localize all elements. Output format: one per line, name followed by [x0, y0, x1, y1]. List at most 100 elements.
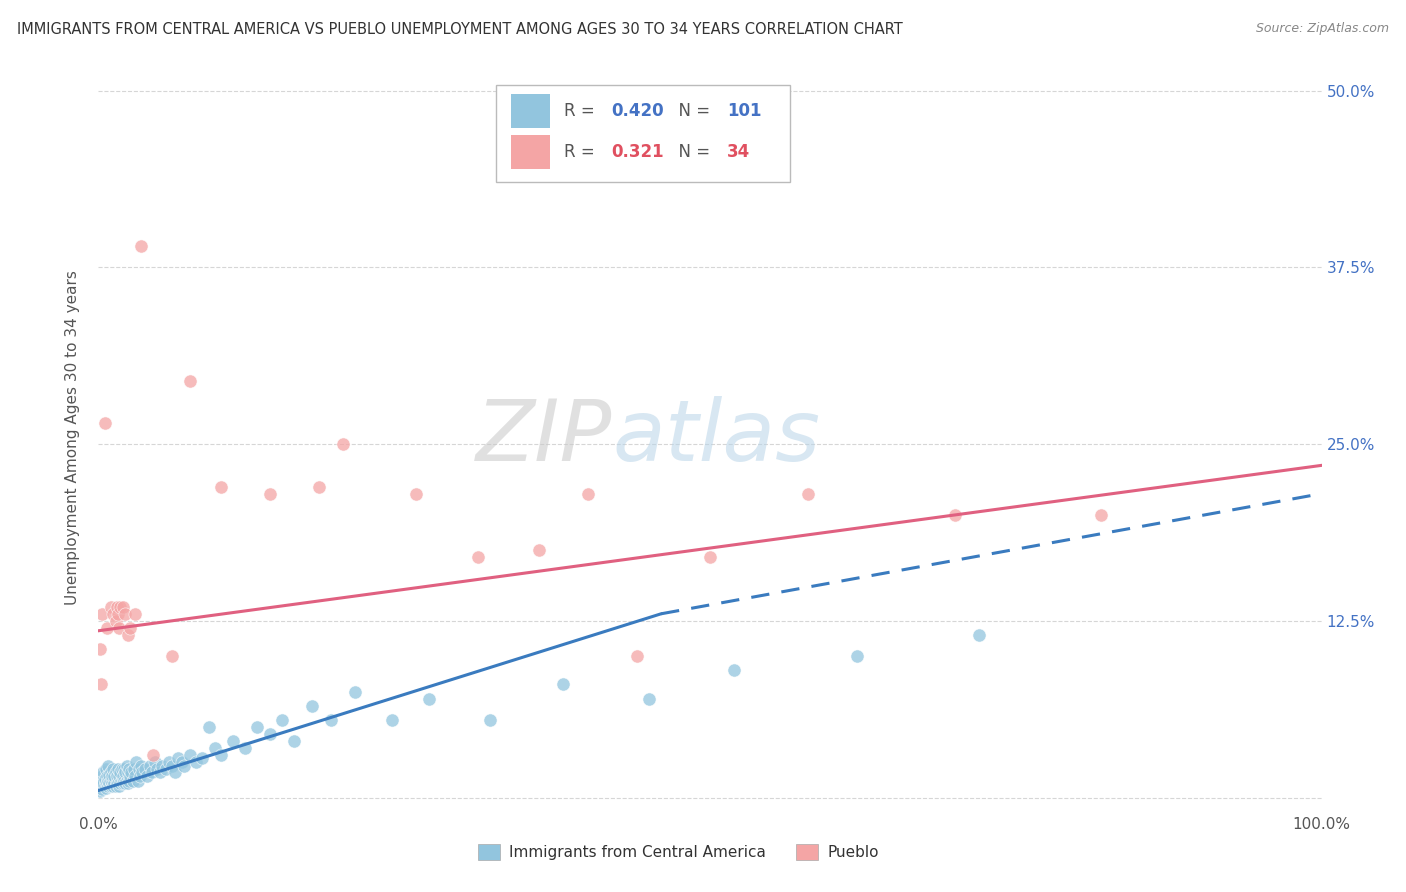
- Point: [259, 486, 281, 500]
- Point: [93, 772, 115, 787]
- Point: [173, 759, 195, 773]
- Point: [93, 779, 115, 793]
- Text: N =: N =: [668, 144, 716, 161]
- Point: [723, 664, 745, 678]
- Text: R =: R =: [564, 103, 600, 120]
- Point: [91, 776, 114, 790]
- Point: [797, 486, 820, 500]
- Point: [101, 607, 124, 621]
- Point: [381, 713, 404, 727]
- Text: Immigrants from Central America: Immigrants from Central America: [509, 845, 766, 860]
- Point: [699, 550, 721, 565]
- Point: [120, 769, 142, 783]
- Point: [127, 773, 149, 788]
- Bar: [510, 136, 550, 169]
- Point: [110, 776, 132, 790]
- Point: [129, 759, 152, 773]
- Point: [91, 769, 114, 783]
- FancyBboxPatch shape: [496, 85, 790, 182]
- Point: [114, 776, 136, 790]
- Point: [344, 684, 367, 698]
- Point: [141, 765, 163, 780]
- Point: [107, 776, 129, 790]
- Point: [104, 779, 127, 793]
- Point: [155, 762, 177, 776]
- Point: [943, 508, 966, 522]
- Point: [967, 628, 990, 642]
- Point: [115, 759, 138, 773]
- Point: [112, 762, 135, 776]
- Text: 101: 101: [727, 103, 762, 120]
- Point: [114, 607, 136, 621]
- Point: [129, 769, 152, 783]
- Point: [120, 765, 142, 780]
- Point: [107, 607, 129, 621]
- Point: [104, 614, 127, 628]
- Point: [97, 773, 120, 788]
- Point: [108, 769, 131, 783]
- Point: [120, 621, 142, 635]
- Point: [110, 599, 132, 614]
- Point: [146, 762, 169, 776]
- Point: [129, 239, 152, 253]
- Point: [101, 779, 124, 793]
- Point: [270, 713, 294, 727]
- Point: [89, 642, 111, 657]
- Point: [527, 543, 550, 558]
- Bar: [510, 95, 550, 128]
- Point: [94, 762, 117, 776]
- Point: [222, 734, 245, 748]
- Point: [90, 773, 112, 788]
- Point: [110, 765, 132, 780]
- Point: [553, 677, 575, 691]
- Point: [283, 734, 305, 748]
- Point: [111, 599, 134, 614]
- Point: [91, 765, 114, 780]
- Point: [89, 776, 111, 790]
- Point: [100, 599, 122, 614]
- Point: [1090, 508, 1112, 522]
- Point: [100, 773, 122, 788]
- Point: [101, 769, 124, 783]
- Point: [111, 773, 134, 788]
- Text: 0.420: 0.420: [612, 103, 664, 120]
- Point: [186, 756, 208, 770]
- Point: [160, 759, 183, 773]
- Point: [104, 765, 127, 780]
- Point: [160, 649, 183, 664]
- Point: [111, 762, 134, 776]
- Point: [122, 762, 145, 776]
- Point: [150, 759, 173, 773]
- Point: [108, 621, 131, 635]
- Y-axis label: Unemployment Among Ages 30 to 34 years: Unemployment Among Ages 30 to 34 years: [65, 269, 80, 605]
- Point: [117, 765, 139, 780]
- Point: [112, 773, 135, 788]
- Point: [845, 649, 868, 664]
- Point: [97, 779, 120, 793]
- Text: N =: N =: [668, 103, 716, 120]
- Point: [125, 756, 148, 770]
- Point: [91, 607, 114, 621]
- Text: 0.321: 0.321: [612, 144, 664, 161]
- Point: [90, 677, 112, 691]
- Text: Pueblo: Pueblo: [828, 845, 879, 860]
- Point: [319, 713, 342, 727]
- Point: [96, 769, 118, 783]
- Point: [111, 776, 134, 790]
- Point: [105, 769, 128, 783]
- Point: [139, 759, 162, 773]
- Point: [90, 779, 112, 793]
- Point: [118, 762, 141, 776]
- Bar: [796, 844, 818, 861]
- Point: [98, 768, 121, 782]
- Point: [124, 769, 146, 783]
- Point: [143, 756, 166, 770]
- Point: [108, 779, 131, 793]
- Point: [157, 756, 180, 770]
- Point: [170, 756, 193, 770]
- Point: [418, 691, 440, 706]
- Text: 34: 34: [727, 144, 751, 161]
- Point: [467, 550, 489, 565]
- Point: [626, 649, 648, 664]
- Point: [105, 776, 128, 790]
